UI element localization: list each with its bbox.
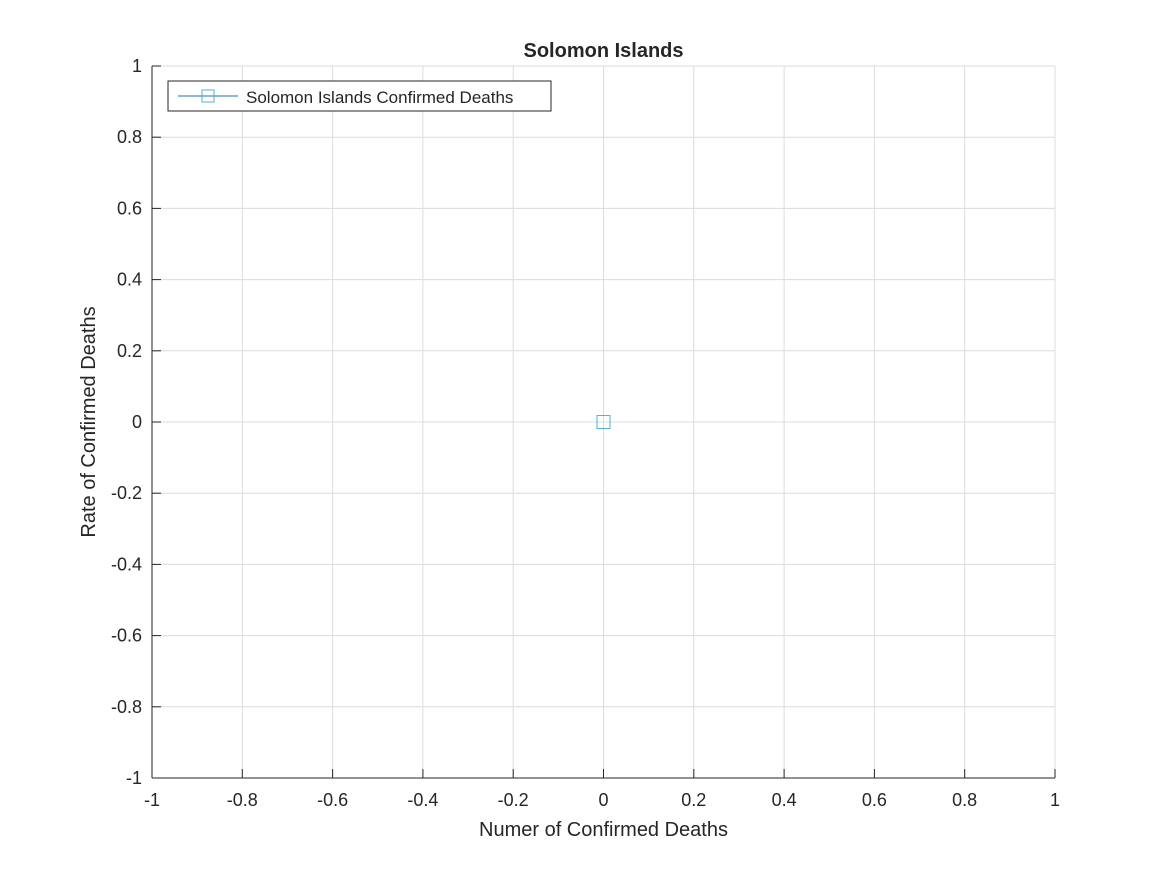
grid [151, 65, 1056, 779]
x-tick-label: -0.4 [407, 790, 438, 810]
y-tick-label: 0.4 [117, 270, 142, 290]
y-tick-label: -1 [126, 768, 142, 788]
y-tick-label: -0.4 [111, 554, 142, 574]
y-tick-label: 1 [132, 56, 142, 76]
x-tick-label: 0.8 [952, 790, 977, 810]
y-axis-label: Rate of Confirmed Deaths [78, 306, 100, 537]
x-tick-label: -0.8 [227, 790, 258, 810]
x-tick-label: 1 [1050, 790, 1060, 810]
x-tick-label: 0.2 [681, 790, 706, 810]
y-tick-label: -0.8 [111, 697, 142, 717]
x-axis-label: Numer of Confirmed Deaths [479, 819, 728, 841]
x-tick-label: -0.6 [317, 790, 348, 810]
x-tick-label: 0.6 [862, 790, 887, 810]
x-tick-label: -0.2 [498, 790, 529, 810]
x-tick-label: -1 [144, 790, 160, 810]
y-tick-label: -0.6 [111, 626, 142, 646]
x-tick-label: 0 [598, 790, 608, 810]
x-tick-label: 0.4 [772, 790, 797, 810]
legend-entry-label: Solomon Islands Confirmed Deaths [246, 88, 513, 107]
y-tick-label: 0.8 [117, 127, 142, 147]
y-tick-label: 0 [132, 412, 142, 432]
legend-marker-square-icon [201, 89, 215, 103]
y-tick-label: 0.6 [117, 198, 142, 218]
axes [151, 65, 1056, 779]
tick-labels: -1 -0.8 -0.6 -0.4 -0.2 0 0.2 0.4 0.6 0.8 1 1 0.8 0.6 0… [111, 56, 1060, 810]
legend: Solomon Islands Confirmed Deaths [167, 80, 552, 112]
chart-title: Solomon Islands [523, 40, 683, 62]
data-markers [596, 415, 611, 429]
y-tick-label: 0.2 [117, 341, 142, 361]
data-point-marker [596, 415, 611, 429]
y-tick-label: -0.2 [111, 483, 142, 503]
